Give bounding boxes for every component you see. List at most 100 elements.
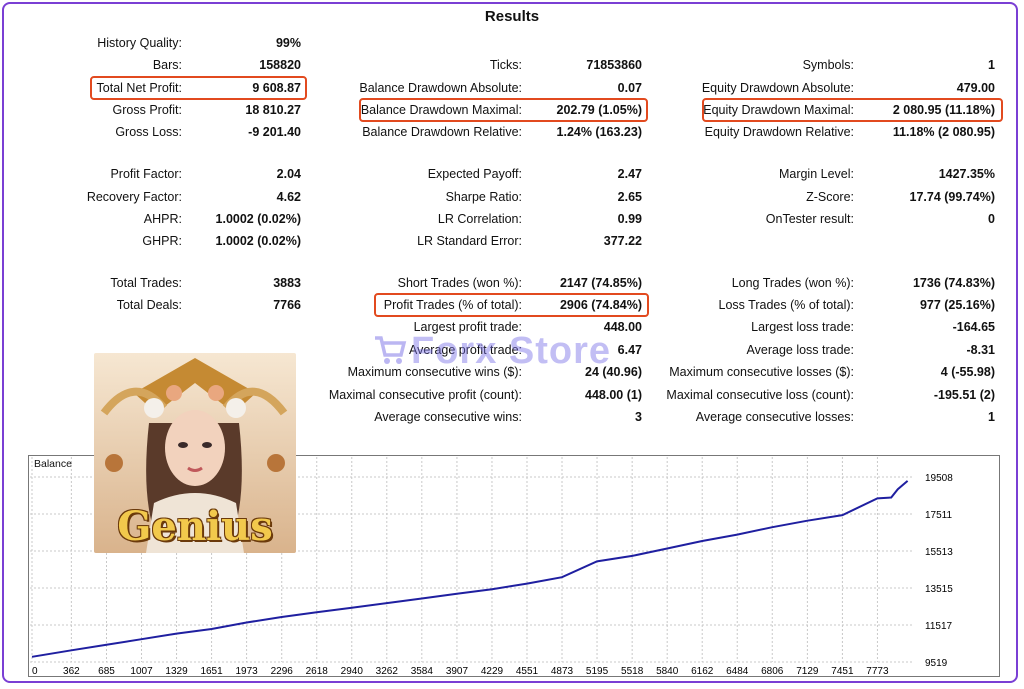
highlight-profit-trades (374, 293, 649, 317)
label-lr-correlation: LR Correlation: (437, 212, 522, 226)
value-history-quality: 99% (275, 36, 301, 50)
value-balance-dd-rel: 1.24% (163.23) (556, 125, 642, 139)
promo-title: Genius (117, 503, 273, 550)
x-tick-label: 685 (98, 666, 115, 677)
label-gross-loss: Gross Loss: (115, 125, 182, 139)
value-equity-dd-max: 2 080.95 (11.18%) (892, 103, 995, 117)
value-balance-dd-max: 202.79 (1.05%) (556, 103, 642, 117)
value-sharpe-ratio: 2.65 (617, 190, 642, 204)
x-tick-label: 1651 (200, 666, 223, 677)
x-tick-label: 6806 (761, 666, 784, 677)
x-tick-label: 3262 (376, 666, 399, 677)
highlight-balance-dd-max (359, 98, 648, 122)
label-average-loss: Average loss trade: (746, 343, 854, 357)
label-ticks: Ticks: (489, 58, 522, 72)
label-short-trades: Short Trades (won %): (397, 276, 522, 290)
page-title: Results (484, 8, 540, 25)
value-average-profit: 6.47 (617, 343, 642, 357)
x-tick-label: 6484 (726, 666, 749, 677)
x-tick-label: 7451 (831, 666, 854, 677)
label-profit-factor: Profit Factor: (110, 167, 182, 181)
value-avg-consec-wins: 3 (635, 410, 642, 424)
highlight-equity-dd-max (702, 98, 1003, 122)
balance-chart: 19508 17511 15513 13515 11517 9519 0 362 685 100… (28, 455, 1000, 677)
value-equity-dd-rel: 11.18% (2 080.95) (892, 125, 995, 139)
x-tick-label: 7129 (796, 666, 819, 677)
value-expected-payoff: 2.47 (617, 167, 642, 181)
watermark-text: Forx Store (411, 330, 612, 372)
label-symbols: Symbols: (802, 58, 854, 72)
value-balance-dd-abs: 0.07 (617, 81, 642, 95)
x-tick-label: 2618 (306, 666, 329, 677)
label-margin-level: Margin Level: (778, 167, 854, 181)
label-avg-consec-losses: Average consecutive losses: (695, 410, 854, 424)
value-equity-dd-abs: 479.00 (956, 81, 995, 95)
label-total-trades: Total Trades: (110, 276, 182, 290)
value-profit-factor: 2.04 (276, 167, 301, 181)
label-equity-dd-rel: Equity Drawdown Relative: (704, 125, 854, 139)
label-max-consec-loss: Maximal consecutive loss (count): (666, 388, 854, 402)
label-equity-dd-max: Equity Drawdown Maximal: (703, 103, 854, 117)
label-bars: Bars: (152, 58, 182, 72)
label-sharpe-ratio: Sharpe Ratio: (445, 190, 522, 204)
y-tick-label: 15513 (925, 547, 953, 558)
value-ticks: 71853860 (586, 58, 642, 72)
label-avg-consec-wins: Average consecutive wins: (374, 410, 522, 424)
label-long-trades: Long Trades (won %): (731, 276, 854, 290)
label-equity-dd-abs: Equity Drawdown Absolute: (701, 81, 854, 95)
x-tick-label: 0 (32, 666, 38, 677)
x-tick-label: 7773 (866, 666, 889, 677)
label-ghpr: GHPR: (142, 234, 182, 248)
y-tick-label: 17511 (925, 510, 953, 521)
value-avg-consec-losses: 1 (988, 410, 995, 424)
value-max-consec-wins: 24 (40.96) (585, 365, 642, 379)
label-balance-dd-max: Balance Drawdown Maximal: (360, 103, 522, 117)
value-largest-loss: -164.65 (952, 320, 995, 334)
cart-icon (375, 336, 407, 364)
label-max-consec-profit: Maximal consecutive profit (count): (328, 388, 522, 402)
value-profit-trades: 2906 (74.84%) (559, 298, 642, 312)
value-z-score: 17.74 (99.74%) (909, 190, 995, 204)
watermark-logo: Forx Store (373, 322, 658, 380)
label-z-score: Z-Score: (806, 190, 854, 204)
label-loss-trades: Loss Trades (% of total): (718, 298, 854, 312)
label-total-net-profit: Total Net Profit: (96, 81, 182, 95)
x-tick-label: 6162 (691, 666, 714, 677)
value-ahpr: 1.0002 (0.02%) (215, 212, 301, 226)
x-tick-label: 4551 (516, 666, 539, 677)
value-lr-correlation: 0.99 (617, 212, 642, 226)
x-tick-label: 5195 (586, 666, 609, 677)
chart-title: Balance (34, 458, 72, 470)
value-total-net-profit: 9 608.87 (252, 81, 301, 95)
value-bars: 158820 (259, 58, 301, 72)
label-balance-dd-rel: Balance Drawdown Relative: (362, 125, 522, 139)
y-tick-label: 19508 (925, 473, 953, 484)
y-tick-label: 9519 (925, 658, 948, 669)
value-total-deals: 7766 (273, 298, 301, 312)
value-max-consec-profit: 448.00 (1) (585, 388, 642, 402)
label-ontester: OnTester result: (765, 212, 854, 226)
label-recovery-factor: Recovery Factor: (86, 190, 182, 204)
highlight-total-net-profit (90, 76, 307, 100)
y-tick-label: 13515 (925, 584, 953, 595)
value-max-consec-losses: 4 (-55.98) (940, 365, 995, 379)
label-balance-dd-abs: Balance Drawdown Absolute: (359, 81, 522, 95)
value-symbols: 1 (988, 58, 995, 72)
label-gross-profit: Gross Profit: (112, 103, 182, 117)
label-max-consec-losses: Maximum consecutive losses ($): (669, 365, 854, 379)
label-total-deals: Total Deals: (116, 298, 182, 312)
label-profit-trades: Profit Trades (% of total): (383, 298, 522, 312)
x-tick-label: 5518 (621, 666, 644, 677)
x-tick-label: 2296 (271, 666, 294, 677)
x-tick-label: 3584 (411, 666, 434, 677)
y-tick-label: 11517 (925, 621, 953, 632)
x-tick-label: 1973 (235, 666, 258, 677)
value-margin-level: 1427.35% (938, 167, 995, 181)
value-total-trades: 3883 (273, 276, 301, 290)
value-short-trades: 2147 (74.85%) (559, 276, 642, 290)
promo-image: Genius (94, 353, 296, 553)
x-tick-label: 2940 (341, 666, 364, 677)
x-tick-label: 362 (63, 666, 80, 677)
balance-line (31, 480, 909, 658)
x-tick-label: 4229 (481, 666, 504, 677)
